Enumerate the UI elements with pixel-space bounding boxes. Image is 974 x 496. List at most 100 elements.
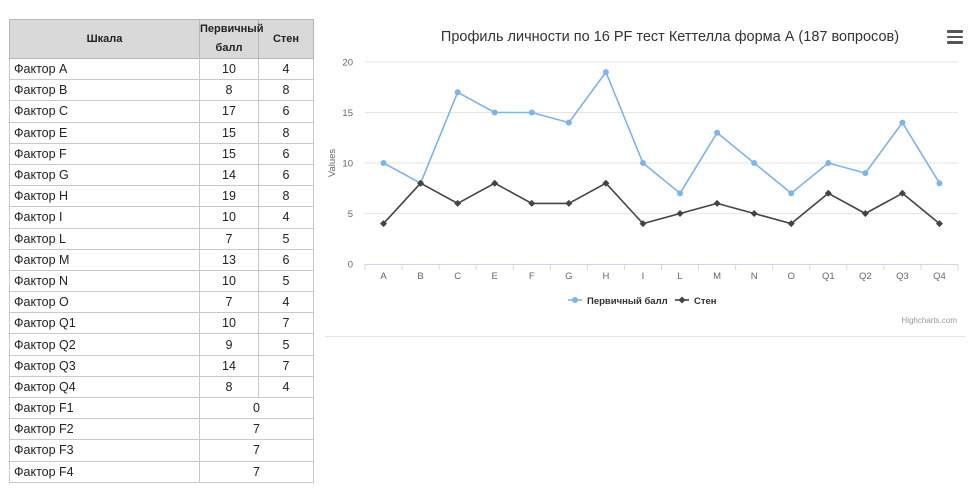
y-tick-label: 15	[342, 108, 353, 119]
sten-cell: 7	[258, 312, 314, 335]
series-line	[383, 71, 941, 195]
sten-cell: 5	[258, 269, 314, 293]
primary-score-cell: 14	[199, 354, 259, 377]
sten-cell: 6	[258, 100, 314, 123]
y-tick-label: 10	[342, 159, 353, 170]
primary-score-cell: 13	[199, 248, 259, 271]
x-tick-label: Q3	[896, 271, 909, 282]
x-tick-label: C	[454, 271, 461, 282]
sten-cell: 6	[258, 142, 314, 165]
factor-name-cell: Фактор O	[9, 291, 200, 314]
table-row: Фактор H 19 8	[9, 185, 314, 208]
data-point	[898, 189, 906, 197]
factor-name-cell: Фактор C	[9, 100, 200, 123]
factor-value-cell: 7	[199, 418, 314, 441]
table-row: Фактор A 10 4	[9, 57, 314, 81]
factor-value-cell: 7	[199, 460, 314, 483]
menu-icon-bar	[947, 41, 963, 44]
table-row: Фактор M 13 6	[9, 248, 314, 271]
sten-cell: 6	[258, 163, 314, 187]
x-tick-label: O	[788, 271, 795, 282]
factor-name-cell: Фактор B	[9, 79, 200, 102]
x-tick-label: Q1	[822, 271, 835, 282]
primary-score-cell: 19	[199, 185, 259, 208]
sten-cell: 5	[258, 227, 314, 250]
factor-name-cell: Фактор F4	[9, 460, 200, 483]
factor-name-cell: Фактор H	[9, 185, 200, 208]
data-point	[750, 210, 758, 217]
primary-score-cell: 7	[199, 227, 259, 250]
menu-icon-bar	[947, 30, 963, 33]
data-point	[788, 190, 795, 197]
x-tick-label: E	[492, 271, 498, 282]
x-tick-label: N	[751, 271, 758, 282]
table-row: Фактор F 15 6	[9, 142, 314, 165]
sten-cell: 4	[258, 291, 314, 314]
hamburger-menu-icon[interactable]	[947, 30, 963, 44]
y-tick-label: 5	[348, 209, 353, 220]
primary-score-cell: 15	[199, 121, 259, 144]
x-tick-label: A	[380, 271, 387, 282]
series-line	[382, 182, 940, 225]
factor-name-cell: Фактор Q2	[9, 333, 200, 356]
data-point	[899, 119, 906, 126]
primary-score-cell: 8	[199, 79, 259, 102]
table-row: Фактор C 17 6	[9, 100, 314, 123]
legend-label: Стен	[694, 296, 717, 307]
data-point	[676, 210, 684, 217]
chart-divider	[325, 336, 965, 337]
primary-score-cell: 10	[199, 269, 259, 293]
primary-score-cell: 7	[199, 291, 259, 314]
chart-credits: Highcharts.com	[901, 316, 957, 325]
x-tick-label: Q4	[933, 271, 946, 282]
sten-cell: 4	[258, 57, 314, 81]
factor-name-cell: Фактор I	[9, 206, 200, 229]
data-point	[491, 179, 499, 187]
data-point	[602, 179, 610, 187]
sten-cell: 7	[258, 354, 314, 377]
primary-score-cell: 10	[199, 312, 259, 335]
table-row: Фактор Q3 14 7	[9, 354, 314, 377]
x-tick-label: M	[713, 271, 721, 282]
x-tick-label: Q2	[859, 271, 872, 282]
table-row: Фактор Q4 8 4	[9, 375, 314, 399]
data-point	[454, 89, 461, 96]
header-scale: Шкала	[9, 19, 200, 59]
x-tick-label: G	[565, 271, 572, 282]
factor-name-cell: Фактор N	[9, 269, 200, 293]
factor-value-cell: 7	[199, 439, 314, 462]
data-point	[936, 180, 943, 187]
factor-value-cell: 0	[199, 396, 314, 420]
table-row: Фактор E 15 8	[9, 121, 314, 144]
table-row: Фактор Q1 10 7	[9, 312, 314, 335]
x-tick-label: F	[529, 271, 535, 282]
menu-icon-bar	[947, 35, 963, 38]
results-table: Шкала Первичный балл Стен Фактор A 10 4 Фак…	[9, 19, 314, 483]
factor-name-cell: Фактор M	[9, 248, 200, 271]
primary-score-cell: 17	[199, 100, 259, 123]
table-row: Фактор I 10 4	[9, 206, 314, 229]
sten-cell: 8	[258, 185, 314, 208]
primary-score-cell: 10	[199, 206, 259, 229]
table-row: Фактор F1 0	[9, 396, 314, 420]
data-point	[935, 220, 943, 228]
table-row: Фактор G 14 6	[9, 163, 314, 187]
data-point	[861, 210, 869, 217]
x-tick-label: B	[417, 271, 423, 282]
y-tick-label: 0	[348, 260, 353, 271]
data-point	[528, 199, 536, 207]
sten-cell: 5	[258, 333, 314, 356]
header-sten: Стен	[258, 19, 314, 59]
data-point	[787, 220, 795, 228]
primary-score-cell: 14	[199, 163, 259, 187]
chart-container: Профиль личности по 16 PF тест Кеттелла …	[325, 15, 965, 337]
table-row: Фактор F2 7	[9, 418, 314, 441]
data-point	[862, 170, 869, 177]
sten-cell: 8	[258, 79, 314, 102]
factor-name-cell: Фактор G	[9, 163, 200, 187]
data-point	[677, 190, 684, 197]
data-point	[565, 199, 573, 207]
factor-name-cell: Фактор F2	[9, 418, 200, 441]
results-table-container: Шкала Первичный балл Стен Фактор A 10 4 Фак…	[9, 19, 314, 483]
